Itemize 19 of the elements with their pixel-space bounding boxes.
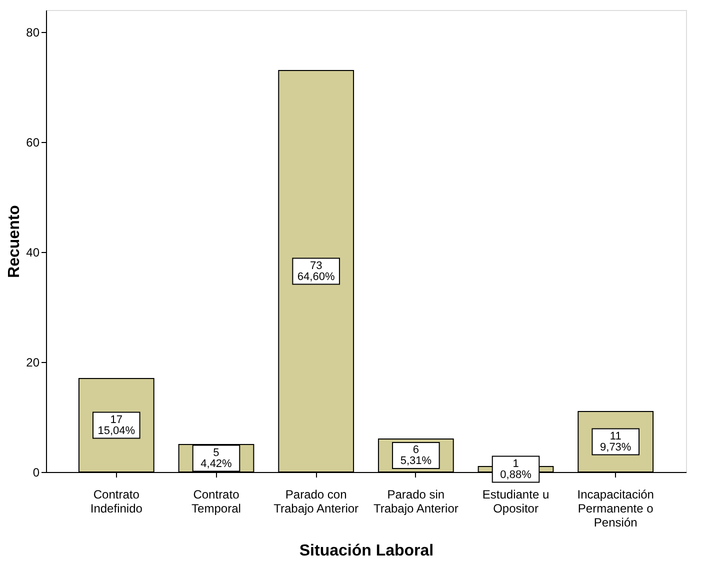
y-axis-title: Recuento (6, 204, 24, 278)
data-label: 73 64,60% (297, 260, 335, 283)
y-tick-label: 0 (32, 466, 40, 480)
y-tick-label: 20 (26, 356, 40, 370)
x-tick-label: Parado sin Trabajo Anterior (373, 488, 458, 516)
x-tick-label: Parado con Trabajo Anterior (274, 488, 359, 516)
x-tick-label: Incapacitación Permanente o Pensión (577, 488, 654, 530)
x-tick-label: Contrato Temporal (192, 488, 241, 516)
x-tick-label: Contrato Indefinido (90, 488, 143, 516)
data-label: 17 15,04% (98, 414, 136, 437)
data-label: 11 9,73% (600, 430, 632, 454)
x-axis-title: Situación Laboral (299, 542, 434, 560)
data-label: 6 5,31% (400, 444, 432, 467)
data-label: 5 4,42% (200, 446, 232, 470)
y-tick-label: 40 (26, 246, 40, 260)
y-tick-label: 60 (26, 136, 40, 150)
y-tick-label: 80 (26, 26, 40, 40)
x-tick-label: Estudiante u Opositor (482, 488, 550, 516)
data-label: 1 0,88% (500, 458, 532, 481)
